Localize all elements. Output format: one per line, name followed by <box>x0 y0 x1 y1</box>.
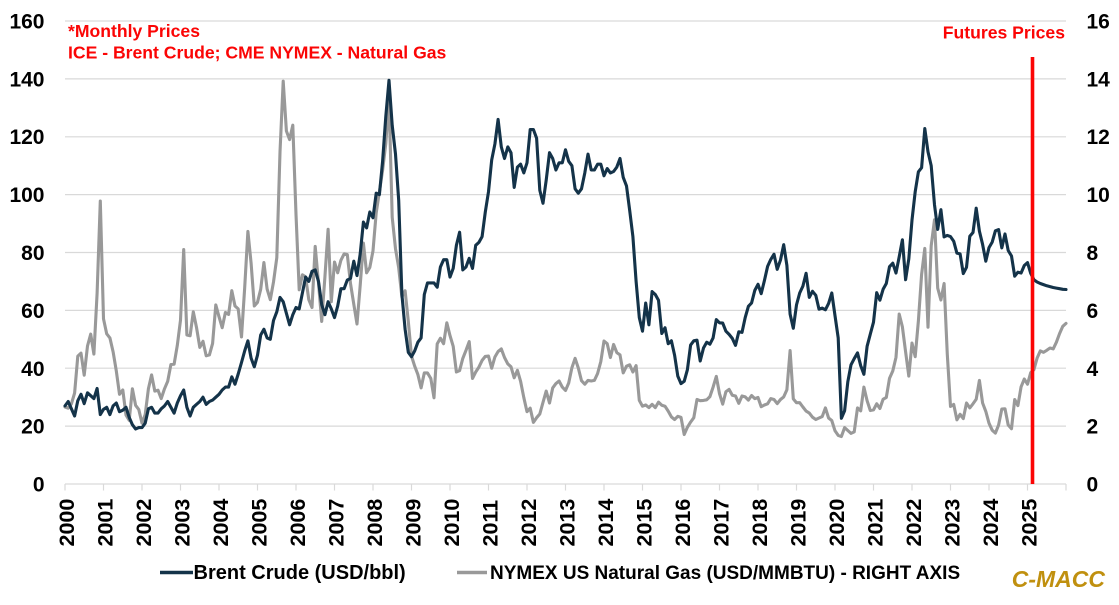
svg-text:2016: 2016 <box>671 499 695 547</box>
svg-text:2025: 2025 <box>1017 499 1041 547</box>
svg-text:2012: 2012 <box>517 499 541 547</box>
svg-text:Brent Crude (USD/bbl): Brent Crude (USD/bbl) <box>194 562 406 584</box>
svg-text:16: 16 <box>1087 11 1110 34</box>
svg-text:40: 40 <box>21 358 44 381</box>
svg-text:2007: 2007 <box>324 499 348 547</box>
svg-text:12: 12 <box>1087 126 1110 149</box>
svg-text:4: 4 <box>1087 358 1099 381</box>
svg-text:14: 14 <box>1087 68 1111 91</box>
svg-text:2002: 2002 <box>132 499 156 547</box>
svg-text:2004: 2004 <box>209 499 233 547</box>
svg-text:100: 100 <box>9 184 44 207</box>
svg-text:2013: 2013 <box>555 499 579 547</box>
svg-text:2011: 2011 <box>478 500 502 547</box>
svg-text:2015: 2015 <box>632 499 656 547</box>
svg-text:8: 8 <box>1087 242 1099 265</box>
svg-text:2024: 2024 <box>979 499 1003 547</box>
svg-text:NYMEX US Natural Gas (USD/MMBT: NYMEX US Natural Gas (USD/MMBTU) - RIGHT… <box>490 563 960 584</box>
svg-text:120: 120 <box>9 126 44 149</box>
svg-text:2000: 2000 <box>55 499 79 547</box>
svg-text:60: 60 <box>21 300 44 323</box>
svg-text:10: 10 <box>1087 184 1110 207</box>
svg-text:160: 160 <box>9 11 44 34</box>
svg-text:2019: 2019 <box>786 499 810 547</box>
svg-text:2021: 2021 <box>863 499 887 547</box>
svg-text:*Monthly Prices: *Monthly Prices <box>68 21 200 41</box>
svg-text:20: 20 <box>21 416 44 439</box>
svg-text:2020: 2020 <box>825 499 849 547</box>
svg-text:0: 0 <box>1087 474 1099 497</box>
svg-text:2: 2 <box>1087 416 1099 439</box>
svg-text:2010: 2010 <box>440 499 464 547</box>
svg-text:2006: 2006 <box>286 499 310 547</box>
svg-text:2009: 2009 <box>401 499 425 547</box>
svg-text:2014: 2014 <box>594 499 618 547</box>
svg-text:2003: 2003 <box>170 499 194 547</box>
svg-text:6: 6 <box>1087 300 1099 323</box>
svg-text:2023: 2023 <box>940 499 964 547</box>
svg-text:C-MACC: C-MACC <box>1012 566 1106 592</box>
svg-text:140: 140 <box>9 68 44 91</box>
svg-text:Futures Prices: Futures Prices <box>943 23 1065 43</box>
svg-text:2001: 2001 <box>93 499 117 547</box>
svg-text:2022: 2022 <box>902 499 926 547</box>
svg-text:2018: 2018 <box>748 499 772 547</box>
svg-text:2017: 2017 <box>709 499 733 547</box>
svg-text:0: 0 <box>33 474 45 497</box>
svg-text:2008: 2008 <box>363 499 387 547</box>
svg-text:ICE - Brent Crude; CME NYMEX -: ICE - Brent Crude; CME NYMEX - Natural G… <box>68 43 447 63</box>
svg-text:2005: 2005 <box>247 499 271 547</box>
svg-text:80: 80 <box>21 242 44 265</box>
